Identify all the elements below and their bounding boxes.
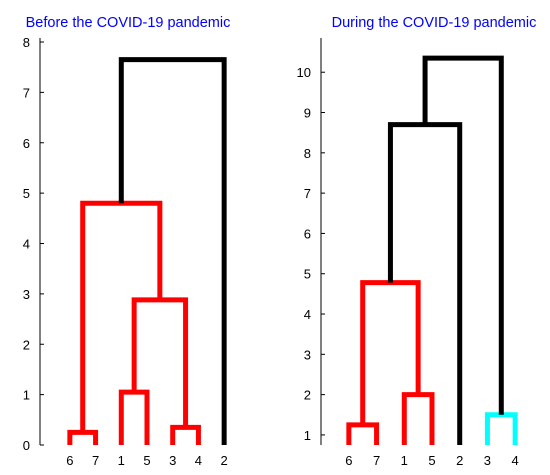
x-tick-label-before: 3 <box>169 453 176 468</box>
x-tick-label-before: 5 <box>143 453 150 468</box>
x-tick-label-during: 6 <box>345 453 352 468</box>
y-tick-label-during: 10 <box>297 65 311 80</box>
x-tick-label-during: 3 <box>484 453 491 468</box>
y-tick-label-during: 1 <box>304 428 311 443</box>
y-tick-label-before: 0 <box>23 438 30 453</box>
dendrogram-during: During the COVID-19 pandemic 1 2 3 4 5 6 7 8 9 10… <box>297 15 537 468</box>
dendrogram-link-during <box>346 422 380 445</box>
y-tick-label-during: 4 <box>304 307 311 322</box>
x-tick-label-before: 2 <box>221 453 228 468</box>
dendrogram-link-before <box>118 57 227 445</box>
chart-title-during: During the COVID-19 pandemic <box>332 15 537 31</box>
x-tick-label-during: 2 <box>456 453 463 468</box>
y-tick-label-during: 6 <box>304 226 311 241</box>
y-tick-label-before: 1 <box>23 388 30 403</box>
x-tick-label-during: 4 <box>512 453 519 468</box>
x-tick-label-before: 1 <box>118 453 125 468</box>
y-tick-label-during: 3 <box>304 347 311 362</box>
dendrogram-link-during <box>484 412 518 445</box>
dendrogram-link-before <box>67 429 99 445</box>
chart-title-before: Before the COVID-19 pandemic <box>26 15 231 31</box>
y-tick-label-before: 7 <box>23 85 30 100</box>
dendrogram-link-during <box>422 55 504 415</box>
x-tick-label-before: 4 <box>195 453 202 468</box>
x-tick-label-during: 1 <box>401 453 408 468</box>
dendrogram-link-during <box>360 280 421 425</box>
y-tick-label-before: 6 <box>23 136 30 151</box>
y-tick-label-before: 4 <box>23 237 30 252</box>
y-tick-label-during: 7 <box>304 186 311 201</box>
y-tick-label-during: 2 <box>304 388 311 403</box>
x-tick-label-before: 6 <box>66 453 73 468</box>
dendrogram-link-before <box>118 389 150 445</box>
dendrogram-link-before <box>131 297 189 428</box>
y-tick-label-before: 8 <box>23 35 30 50</box>
y-tick-label-before: 2 <box>23 337 30 352</box>
x-tick-label-before: 7 <box>92 453 99 468</box>
dendrogram-link-before <box>170 424 201 445</box>
y-tick-label-during: 9 <box>304 106 311 121</box>
y-tick-label-before: 5 <box>23 186 30 201</box>
y-tick-label-during: 5 <box>304 267 311 282</box>
y-tick-label-during: 8 <box>304 146 311 161</box>
dendrogram-before: Before the COVID-19 pandemic 0 1 2 3 4 5 6 7 8 6 7… <box>23 15 231 468</box>
x-tick-label-during: 5 <box>428 453 435 468</box>
dendrogram-link-during <box>401 392 435 445</box>
y-tick-label-before: 3 <box>23 287 30 302</box>
x-tick-label-during: 7 <box>373 453 380 468</box>
